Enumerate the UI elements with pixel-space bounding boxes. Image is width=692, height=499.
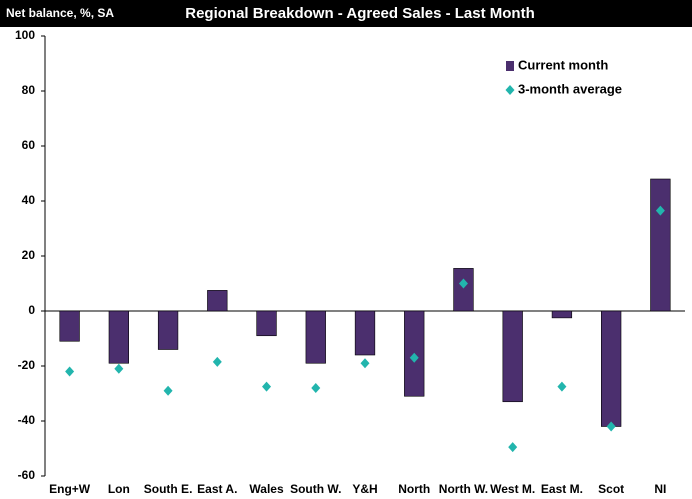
x-tick-label: East A. xyxy=(197,482,237,496)
bar xyxy=(601,310,622,427)
y-tick-label: 100 xyxy=(15,28,35,42)
diamond-marker xyxy=(163,385,173,396)
diamond-marker xyxy=(65,366,75,377)
diamond-marker xyxy=(508,442,518,453)
diamond-marker xyxy=(655,205,665,216)
diamond-marker xyxy=(409,352,419,363)
bar xyxy=(354,310,376,356)
y-tick-label: 80 xyxy=(22,83,36,97)
y-tick-label: -60 xyxy=(18,468,36,482)
y-axis-label: Net balance, %, SA xyxy=(6,6,114,20)
x-tick-label: East M. xyxy=(541,482,583,496)
x-tick-label: Eng+W xyxy=(49,482,91,496)
legend-swatch xyxy=(506,61,514,71)
x-tick-label: North W. xyxy=(439,482,488,496)
y-tick-label: -20 xyxy=(18,358,36,372)
chart-title: Regional Breakdown - Agreed Sales - Last… xyxy=(185,5,535,22)
x-tick-label: NI xyxy=(654,482,666,496)
x-tick-label: South E. xyxy=(144,482,193,496)
legend-label: Current month xyxy=(518,57,608,72)
diamond-marker xyxy=(262,381,272,392)
bar xyxy=(551,310,573,319)
y-tick-label: 40 xyxy=(22,193,36,207)
y-tick-label: 20 xyxy=(22,248,36,262)
y-tick-label: -40 xyxy=(18,413,36,427)
header-bar xyxy=(0,0,692,27)
diamond-marker xyxy=(114,363,124,374)
x-tick-label: West M. xyxy=(490,482,535,496)
bar xyxy=(305,310,326,364)
bar xyxy=(108,310,129,364)
x-tick-label: Scot xyxy=(598,482,624,496)
diamond-marker xyxy=(311,383,321,393)
bar xyxy=(157,310,179,350)
diamond-marker xyxy=(458,278,468,289)
legend-label: 3-month average xyxy=(518,81,622,96)
bar xyxy=(453,268,474,312)
bar xyxy=(207,290,228,312)
diamond-marker xyxy=(557,381,567,392)
diamond-marker xyxy=(212,356,222,367)
x-tick-label: North xyxy=(398,482,430,496)
bar xyxy=(59,310,80,342)
x-tick-label: Lon xyxy=(108,482,130,496)
x-tick-label: Wales xyxy=(249,482,284,496)
bar xyxy=(650,178,671,312)
x-tick-label: Y&H xyxy=(352,482,377,496)
bar xyxy=(502,310,523,403)
legend-swatch xyxy=(505,85,515,95)
bar xyxy=(256,310,277,337)
x-tick-label: South W. xyxy=(290,482,341,496)
y-tick-label: 0 xyxy=(28,303,35,317)
y-tick-label: 60 xyxy=(22,138,36,152)
diamond-marker xyxy=(606,421,616,432)
diamond-marker xyxy=(360,358,370,369)
